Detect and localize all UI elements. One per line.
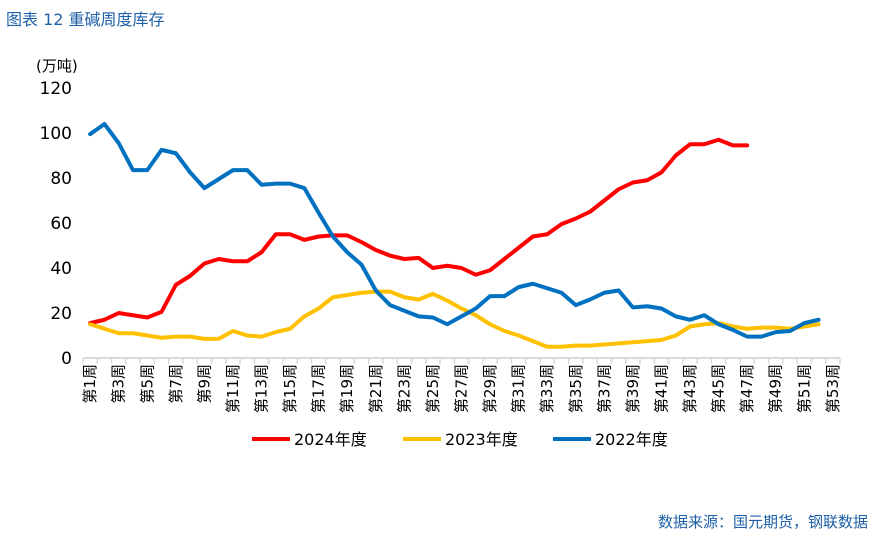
x-tick-label: 第15周 <box>281 364 299 413</box>
x-tick-label: 第35周 <box>567 364 585 413</box>
x-tick-label: 第31周 <box>510 364 528 413</box>
y-axis-unit: (万吨) <box>36 57 78 75</box>
y-tick-label: 20 <box>50 304 72 324</box>
legend-label: 2022年度 <box>595 430 668 449</box>
y-tick-label: 80 <box>50 169 72 189</box>
y-tick-label: 100 <box>40 124 72 144</box>
x-tick-label: 第53周 <box>824 364 842 413</box>
x-tick-label: 第7周 <box>167 364 185 404</box>
x-tick-label: 第47周 <box>738 364 756 413</box>
x-tick-label: 第45周 <box>710 364 728 413</box>
x-tick-label: 第27周 <box>453 364 471 413</box>
x-tick-label: 第37周 <box>595 364 613 413</box>
x-tick-label: 第33周 <box>538 364 556 413</box>
x-tick-label: 第11周 <box>224 364 242 413</box>
x-tick-label: 第9周 <box>195 364 213 404</box>
legend-label: 2023年度 <box>445 430 518 449</box>
series-line-2023年度 <box>88 289 821 349</box>
legend-label: 2024年度 <box>294 430 367 449</box>
x-tick-label: 第23周 <box>395 364 413 413</box>
y-tick-label: 60 <box>50 214 72 234</box>
y-tick-label: 0 <box>61 349 72 369</box>
x-tick-label: 第51周 <box>795 364 813 413</box>
x-tick-label: 第29周 <box>481 364 499 413</box>
x-tick-label: 第17周 <box>310 364 328 413</box>
x-tick-label: 第1周 <box>81 364 99 404</box>
figure-title: 图表 12 重碱周度库存 <box>6 10 165 29</box>
x-tick-label: 第3周 <box>110 364 128 404</box>
x-tick-label: 第5周 <box>138 364 156 404</box>
x-tick-label: 第25周 <box>424 364 442 413</box>
x-tick-label: 第13周 <box>253 364 271 413</box>
series-line-2022年度 <box>88 122 821 339</box>
y-tick-label: 120 <box>40 79 72 99</box>
data-source: 数据来源：国元期货，钢联数据 <box>657 513 868 531</box>
x-tick-label: 第21周 <box>367 364 385 413</box>
x-tick-label: 第19周 <box>338 364 356 413</box>
y-tick-label: 40 <box>50 259 72 279</box>
x-tick-label: 第49周 <box>767 364 785 413</box>
x-tick-label: 第39周 <box>624 364 642 413</box>
x-tick-label: 第41周 <box>652 364 670 413</box>
x-tick-label: 第43周 <box>681 364 699 413</box>
